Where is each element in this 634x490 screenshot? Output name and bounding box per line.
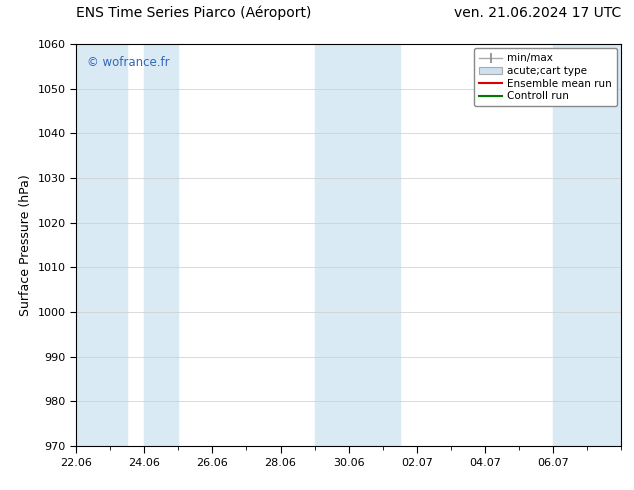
Legend: min/max, acute;cart type, Ensemble mean run, Controll run: min/max, acute;cart type, Ensemble mean … xyxy=(474,49,617,106)
Y-axis label: Surface Pressure (hPa): Surface Pressure (hPa) xyxy=(19,174,32,316)
Bar xyxy=(76,44,127,446)
Text: © wofrance.fr: © wofrance.fr xyxy=(87,56,170,69)
Bar xyxy=(144,44,178,446)
Text: ENS Time Series Piarco (Aéroport): ENS Time Series Piarco (Aéroport) xyxy=(76,5,311,20)
Bar xyxy=(314,44,400,446)
Text: ven. 21.06.2024 17 UTC: ven. 21.06.2024 17 UTC xyxy=(454,5,621,20)
Bar xyxy=(553,44,621,446)
